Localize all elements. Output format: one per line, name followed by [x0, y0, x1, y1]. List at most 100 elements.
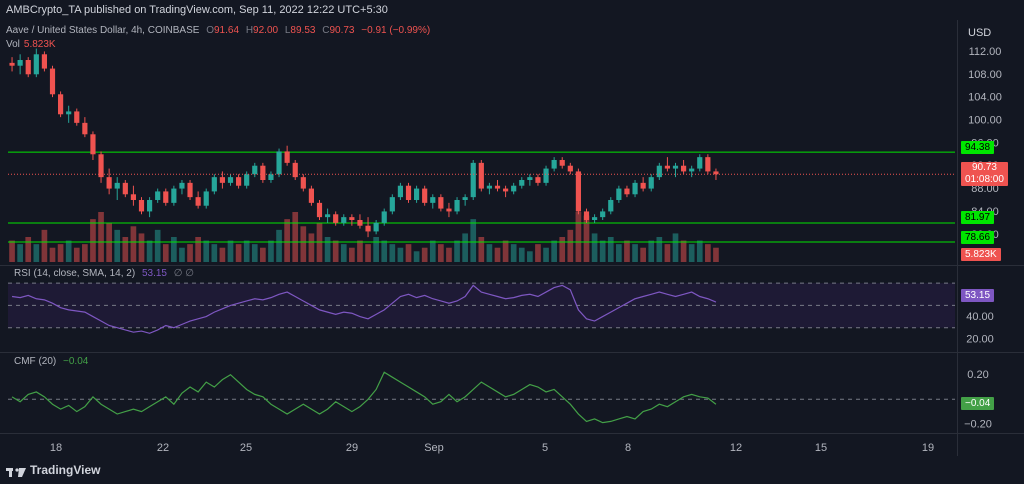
candle-body — [163, 191, 169, 203]
volume-bar — [591, 233, 598, 262]
volume-bar — [599, 240, 606, 262]
volume-value: 5.823K — [23, 39, 56, 50]
candle-body — [74, 111, 80, 123]
volume-bar — [648, 240, 655, 262]
candle-body — [58, 94, 64, 115]
candle-body — [171, 188, 177, 203]
candle-body — [543, 168, 549, 183]
volume-bar — [65, 240, 72, 262]
candle-body — [9, 62, 15, 66]
volume-bar — [486, 244, 493, 262]
volume-bar — [543, 247, 549, 262]
rsi-legend[interactable]: RSI (14, close, SMA, 14, 2) 53.15 ∅ ∅ — [14, 268, 194, 279]
candle-body — [470, 162, 476, 198]
candle-body — [551, 160, 557, 169]
last-price-tag: 90.73 01:08:00 — [961, 162, 1008, 186]
x-tick-label: 29 — [346, 442, 358, 454]
x-tick-label: 5 — [542, 442, 548, 454]
volume-bar — [705, 244, 711, 262]
candle-body — [284, 151, 290, 163]
volume-bar — [17, 244, 23, 262]
volume-bar — [235, 244, 242, 262]
volume-bar — [389, 244, 396, 262]
volume-bar — [381, 240, 388, 262]
candle-body — [559, 160, 565, 166]
price-tick-label: 104.00 — [968, 92, 1002, 104]
last-price-value: 90.73 — [971, 162, 997, 173]
volume-bar — [535, 244, 541, 262]
candle-body — [147, 200, 153, 212]
symbol-title[interactable]: Aave / United States Dollar, 4h, COINBAS… — [6, 25, 200, 36]
cmf-tick-label: −0.20 — [964, 418, 992, 430]
volume-bar — [122, 237, 129, 262]
volume-bar — [365, 244, 371, 262]
high-value: 92.00 — [253, 25, 279, 36]
tradingview-label: TradingView — [30, 463, 101, 477]
volume-bar — [518, 247, 525, 262]
volume-bar — [268, 240, 274, 262]
volume-bar — [82, 244, 88, 262]
candle-body — [567, 165, 573, 172]
candle-body — [49, 68, 56, 95]
volume-bar — [260, 247, 266, 262]
candle-body — [713, 171, 719, 175]
candle-body — [632, 182, 638, 195]
candle-body — [82, 122, 88, 135]
volume-bar — [551, 240, 557, 262]
volume-bar — [154, 229, 161, 262]
close-value: 90.73 — [329, 25, 355, 36]
volume-bar — [340, 244, 347, 262]
volume-bar — [640, 247, 646, 262]
candle-body — [365, 225, 371, 232]
open-label: O — [206, 25, 214, 36]
candle-body — [227, 177, 234, 183]
volume-bar — [41, 229, 48, 262]
candle-body — [373, 222, 379, 232]
candle-body — [600, 211, 606, 218]
candle-body — [211, 177, 217, 192]
rsi-tick-label: 40.00 — [966, 311, 994, 323]
cmf-value: −0.04 — [63, 356, 89, 367]
support-tag-2: 78.66 — [961, 231, 995, 244]
candle-body — [438, 197, 444, 209]
support-tag-1: 81.97 — [961, 211, 995, 224]
candle-body — [41, 54, 47, 69]
candle-body — [430, 197, 436, 203]
cmf-legend[interactable]: CMF (20) −0.04 — [14, 356, 88, 367]
price-tick-label: 112.00 — [969, 46, 1002, 58]
volume-legend[interactable]: Vol 5.823K — [6, 39, 56, 50]
volume-bar — [421, 247, 428, 262]
candle-body — [308, 188, 314, 203]
candle-body — [244, 174, 250, 186]
price-tick-label: 100.00 — [968, 115, 1002, 127]
volume-bar — [680, 240, 687, 262]
candle-body — [583, 211, 590, 220]
currency-label[interactable]: USD — [968, 27, 992, 39]
candle-body — [179, 182, 185, 189]
candle-body — [689, 168, 695, 172]
x-tick-label: 8 — [625, 442, 631, 454]
candle-body — [446, 208, 452, 212]
volume-bar — [98, 212, 104, 262]
low-value: 89.53 — [290, 25, 316, 36]
volume-bar — [494, 247, 501, 262]
candle-body — [616, 188, 622, 200]
volume-bar — [446, 247, 452, 262]
volume-bar — [607, 237, 614, 262]
candle-body — [25, 60, 31, 75]
price-tick-label: 108.00 — [968, 69, 1002, 81]
candle-body — [349, 217, 355, 220]
candle-body — [300, 177, 306, 189]
volume-bar — [397, 247, 404, 262]
volume-bar — [624, 240, 630, 262]
volume-bar — [73, 247, 80, 262]
candle-body — [66, 111, 72, 115]
tradingview-brand[interactable]: TradingView — [6, 463, 101, 478]
candle-body — [414, 188, 420, 200]
candle-body — [608, 200, 614, 212]
candle-body — [527, 177, 533, 180]
candle-body — [575, 171, 581, 212]
candle-body — [397, 185, 403, 198]
cmf-line — [11, 371, 717, 424]
close-label: C — [322, 25, 330, 36]
